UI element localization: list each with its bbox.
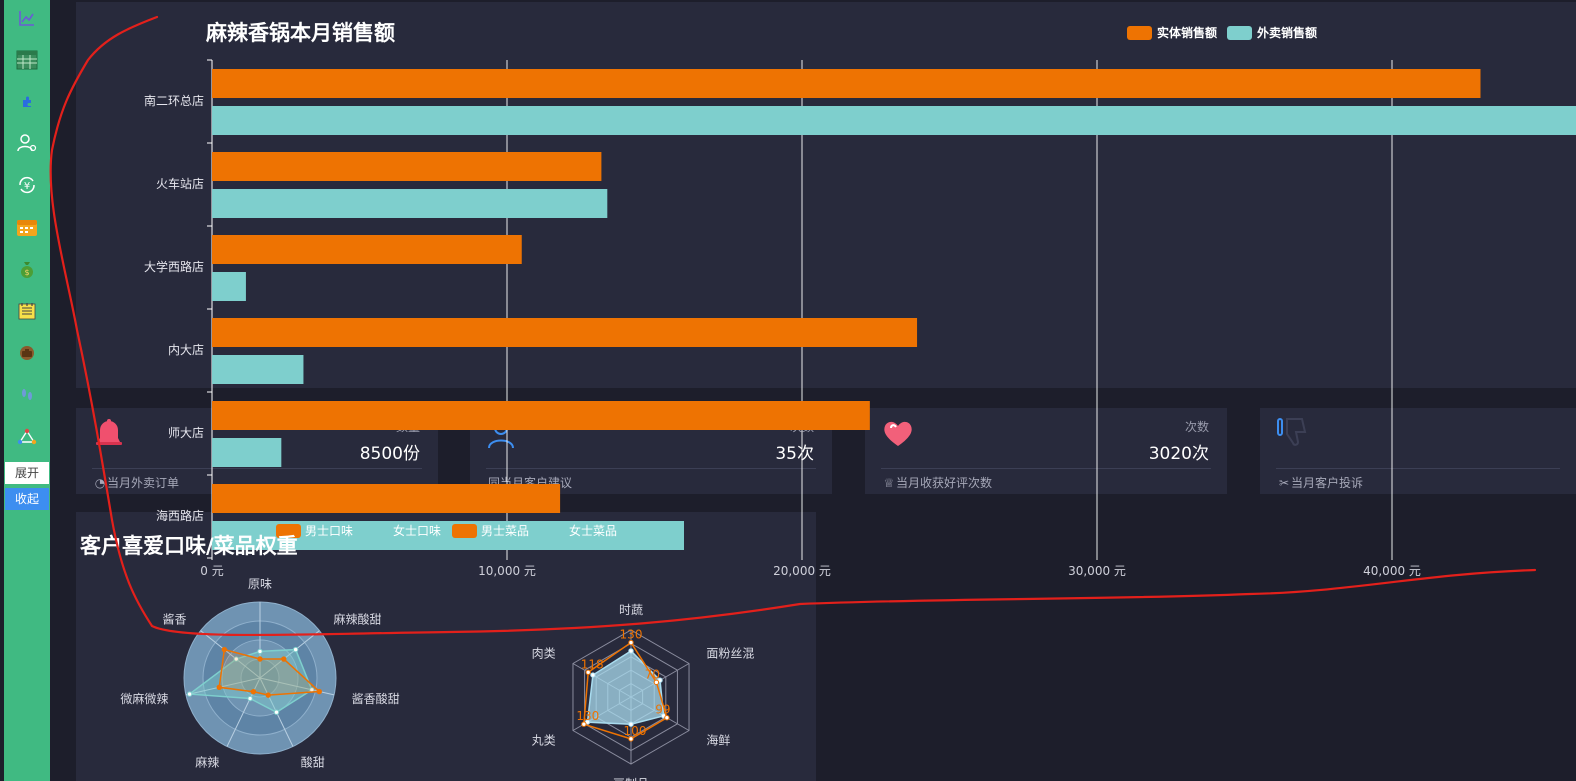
flavor-point-male [216, 684, 222, 691]
dishes-value-label: 70 [645, 667, 660, 681]
table-icon[interactable] [4, 45, 50, 75]
dishes-indicator-label: 肉类 [532, 647, 556, 661]
bar-chart-title: 麻辣香锅本月销售额 [205, 21, 395, 45]
bar-delivery-sales [212, 189, 608, 218]
radar-legend-swatch [452, 524, 477, 538]
dishes-indicator-label: 丸类 [532, 734, 556, 748]
dishes-point-female [628, 721, 634, 727]
flavor-indicator-label: 酱香酸甜 [352, 691, 400, 706]
bar-delivery-sales [212, 438, 282, 467]
flavor-point-male [265, 692, 271, 698]
dishes-indicator-label: 面粉丝混 [706, 647, 754, 661]
collapse-button[interactable]: 收起 [5, 488, 49, 510]
svg-text:$: $ [24, 268, 29, 277]
radar-legend-label: 女士口味 [393, 523, 441, 538]
briefcase-icon[interactable] [4, 338, 50, 368]
flavor-point-female [233, 656, 239, 662]
legend-swatch [1127, 26, 1152, 40]
y-category-label: 师大店 [168, 426, 204, 440]
bar-offline-sales [212, 484, 561, 513]
flavor-radar-spoke [185, 677, 261, 696]
dishes-indicator-label: 豆制品 [613, 777, 649, 781]
flavor-point-female [186, 691, 193, 697]
puzzle-icon[interactable] [4, 87, 50, 117]
flavor-indicator-label: 原味 [248, 577, 272, 591]
flavor-indicator-label: 酸甜 [301, 755, 325, 770]
radar-chart-title: 客户喜爱口味/菜品权重 [80, 534, 298, 558]
y-category-label: 火车站店 [156, 176, 204, 191]
bar-delivery-sales [212, 272, 246, 301]
radar-legend-swatch [540, 524, 565, 538]
legend-label: 外卖销售额 [1257, 25, 1317, 40]
flavor-point-male [250, 688, 257, 695]
bar-offline-sales [212, 152, 602, 181]
x-tick-label: 30,000 元 [1068, 564, 1126, 578]
svg-text:¥: ¥ [24, 181, 30, 192]
money-bag-icon[interactable]: $ [4, 254, 50, 284]
dishes-point-male [585, 669, 591, 675]
flavor-radar-spoke [259, 630, 320, 679]
bar-offline-sales [212, 235, 522, 264]
line-chart-icon[interactable] [4, 3, 50, 33]
flavor-point-male [281, 656, 287, 662]
flavor-indicator-label: 麻辣 [195, 755, 219, 770]
flavor-point-male [316, 688, 322, 695]
dishes-value-label: 100 [624, 724, 647, 738]
flavor-point-female [273, 709, 280, 715]
dishes-value-label: 99 [655, 703, 670, 717]
expand-button[interactable]: 展开 [5, 462, 49, 484]
y-category-label: 南二环总店 [144, 93, 204, 108]
legend-swatch [1227, 26, 1252, 40]
bar-offline-sales [212, 318, 918, 347]
flavor-point-female [247, 695, 253, 702]
flavor-indicator-label: 麻辣酸甜 [333, 611, 381, 626]
bar-offline-sales [212, 401, 870, 430]
flavor-indicator-label: 酱香 [162, 611, 186, 626]
flavor-point-female [257, 648, 263, 655]
flavor-point-female [292, 646, 299, 653]
radar-legend-label: 男士口味 [305, 524, 353, 538]
dishes-point-male [628, 736, 634, 742]
radar-legend-label: 男士菜品 [481, 524, 529, 538]
dishes-value-label: 118 [581, 657, 604, 671]
yuan-exchange-icon[interactable]: ¥ [4, 170, 50, 200]
notepad-icon[interactable] [4, 296, 50, 326]
bar-delivery-sales [212, 106, 1576, 135]
flavor-point-male [257, 656, 263, 662]
dishes-point-female [590, 672, 596, 678]
y-category-label: 大学西路店 [144, 259, 204, 274]
radar-legend-swatch [364, 524, 389, 538]
radar-legend-label: 女士菜品 [569, 523, 617, 538]
bar-delivery-sales [212, 355, 304, 384]
legend-label: 实体销售额 [1157, 25, 1217, 40]
flavor-series-female [187, 648, 313, 714]
dishes-value-label: 130 [576, 709, 599, 723]
dishes-indicator-label: 海鲜 [706, 733, 730, 748]
calendar-icon[interactable] [4, 212, 50, 242]
flavor-radar-spoke [200, 630, 261, 679]
footprints-icon[interactable] [4, 380, 50, 410]
dishes-point-male [664, 715, 670, 721]
dishes-value-label: 130 [620, 628, 643, 642]
bar-offline-sales [212, 69, 1481, 98]
dishes-point-male [581, 721, 587, 727]
dishes-indicator-label: 时蔬 [619, 603, 643, 617]
dishes-point-male [628, 639, 634, 646]
user-settings-icon[interactable] [4, 128, 50, 158]
dishes-point-female [628, 648, 634, 654]
flavor-series-male [218, 648, 322, 696]
sidebar: ¥ $ 展开 收起 [4, 0, 50, 781]
y-category-label: 内大店 [168, 343, 204, 357]
x-tick-label: 40,000 元 [1363, 564, 1421, 578]
flavor-point-male [221, 646, 228, 653]
flavor-indicator-label: 微麻微辣 [120, 691, 168, 706]
dishes-point-male [653, 679, 660, 686]
network-icon[interactable] [4, 422, 50, 452]
